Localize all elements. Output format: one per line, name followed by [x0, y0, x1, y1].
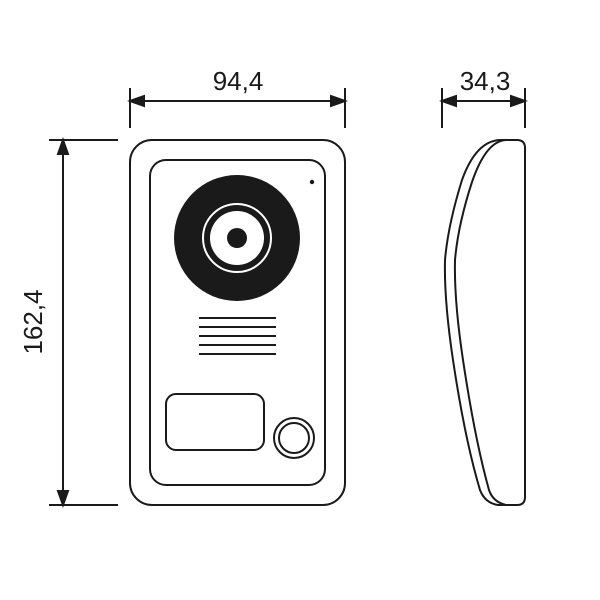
dim-width-label: 94,4	[213, 66, 264, 96]
camera-lens	[174, 175, 300, 301]
dimension-width-front: 94,4	[130, 66, 345, 128]
call-button	[274, 418, 314, 458]
dimension-depth: 34,3	[442, 66, 525, 128]
side-inner-line	[455, 140, 506, 505]
side-profile	[445, 140, 525, 505]
front-view	[130, 140, 345, 505]
side-view	[445, 140, 525, 505]
dim-depth-label: 34,3	[460, 66, 511, 96]
dimension-height: 162,4	[18, 140, 118, 505]
name-plate	[166, 394, 264, 450]
technical-drawing: 162,4 94,4 34,3	[0, 0, 600, 600]
dim-height-label: 162,4	[18, 289, 48, 354]
indicator-dot	[310, 180, 314, 184]
speaker-grille	[199, 318, 276, 354]
